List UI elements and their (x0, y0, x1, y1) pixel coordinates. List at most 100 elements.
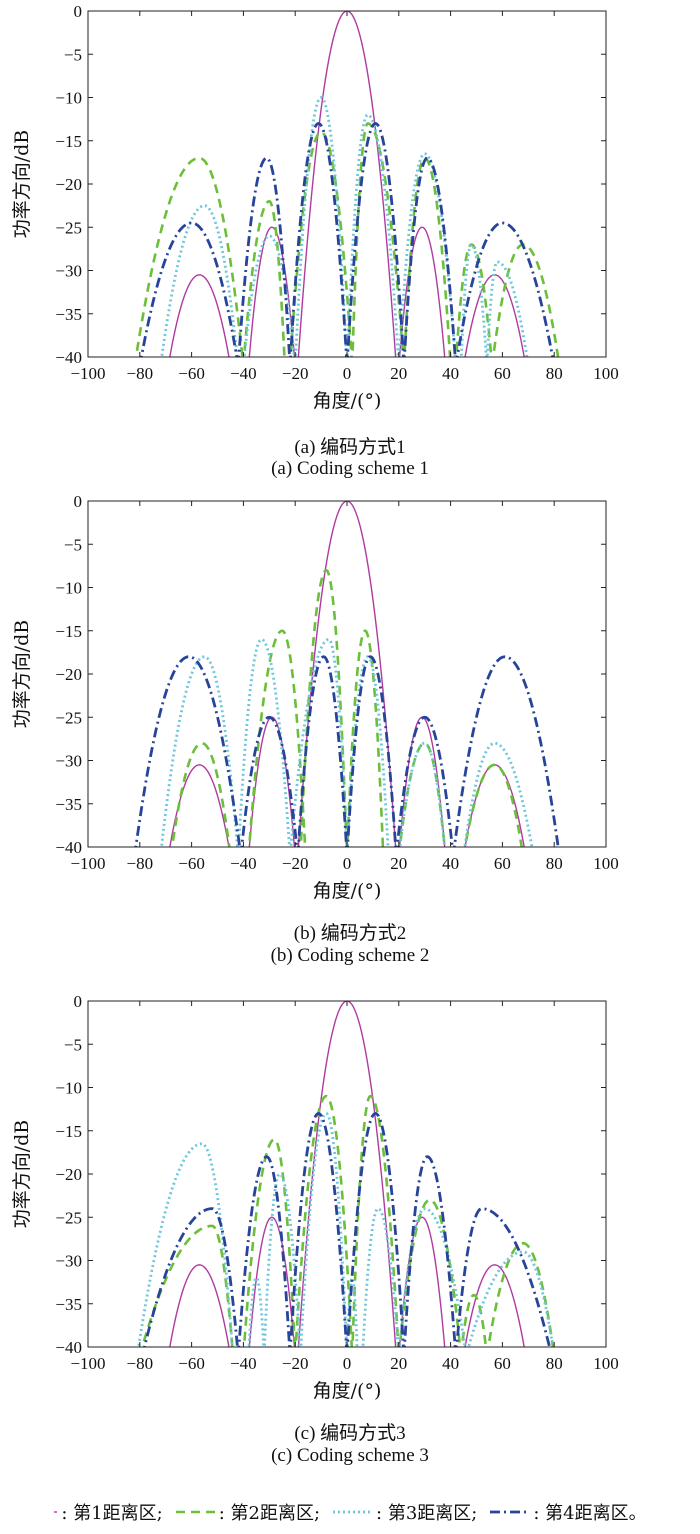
y-tick-label: −15 (55, 132, 82, 151)
legend-swatch-2 (175, 1510, 215, 1514)
series-4-lobe-6 (455, 1207, 551, 1347)
x-tick-label: 80 (546, 1354, 563, 1373)
series-1-lobe-1 (169, 274, 230, 357)
series-4-lobe-4 (346, 655, 398, 847)
series-2-lobe-2 (247, 629, 307, 847)
x-tick-label: −100 (70, 854, 105, 873)
x-tick-label: −20 (282, 364, 309, 383)
x-tick-label: 60 (494, 854, 511, 873)
plot-area (137, 1001, 555, 1347)
chart-panel-c: −100 −80 −60 −40 −20 0 20 40 60 80 100 0 −5 −10 −15 −20… (0, 990, 700, 1495)
y-tick-label: −25 (55, 708, 82, 727)
legend-label-4: : 第4距离区。 (533, 1503, 647, 1524)
x-tick-label: −60 (178, 854, 205, 873)
y-tick-label: −10 (55, 89, 82, 108)
series-3-lobe-7 (398, 1207, 467, 1347)
x-tick-label: 60 (494, 364, 511, 383)
x-tick-label: −80 (127, 364, 154, 383)
y-tick-label: 0 (74, 2, 83, 21)
legend-label-2: : 第2距离区; (218, 1503, 321, 1524)
x-tick-label: −40 (230, 1354, 257, 1373)
series-1-lobe-5 (464, 1264, 525, 1347)
series-3-lobe-2 (242, 234, 296, 357)
x-tick-label: −40 (230, 854, 257, 873)
plot-frame (87, 10, 607, 358)
series-2-lobe-1 (140, 1224, 234, 1347)
series-4-lobe-5 (403, 1155, 457, 1347)
x-tick-label: −20 (282, 1354, 309, 1373)
y-tick-label: −30 (55, 1252, 82, 1271)
series-3-lobe-4 (346, 655, 390, 847)
caption-cn-a: (a) 编码方式1 (294, 437, 406, 458)
series-1-lobe-2 (248, 716, 296, 847)
x-tick-label: 100 (593, 364, 619, 383)
series-2-lobe-6 (463, 763, 524, 847)
y-tick-label: −25 (55, 1208, 82, 1227)
series-2-lobe-4 (351, 1094, 400, 1347)
series-3-lobe-4 (345, 113, 400, 357)
chart-panel-a: −100 −80 −60 −40 −20 0 20 40 60 80 100 0 −5 −10 −15 −20… (0, 0, 700, 505)
series-2-lobe-3 (299, 568, 348, 847)
y-tick-label: −10 (55, 579, 82, 598)
x-tick-label: 80 (546, 364, 563, 383)
series-1-lobe-3 (297, 501, 397, 847)
series-3-lobe-1 (137, 1142, 234, 1347)
y-tick-label: −5 (64, 1035, 82, 1054)
y-tick-label: −40 (55, 348, 82, 367)
series-4-lobe-1 (134, 655, 242, 847)
x-tick-label: 100 (593, 1354, 619, 1373)
y-tick-label: 0 (74, 992, 83, 1011)
chart-a: −100 −80 −60 −40 −20 0 20 40 60 80 100 0 −5 −10 −15 −20… (11, 2, 619, 412)
series-1-lobe-5 (464, 274, 525, 357)
series-4-lobe-2 (237, 1155, 291, 1347)
series-3-lobe-8 (467, 1250, 555, 1347)
legend-swatch-1 (54, 1511, 58, 1513)
series-3-lobe-5 (397, 152, 457, 357)
plot-frame (87, 500, 607, 848)
series-2-lobe-2 (242, 1138, 297, 1347)
y-tick-label: −35 (55, 305, 82, 324)
x-tick-label: −100 (70, 364, 105, 383)
y-tick-label: −40 (55, 838, 82, 857)
series-4-lobe-3 (296, 655, 348, 847)
series-4-lobe-1 (139, 221, 239, 357)
x-tick-label: −100 (70, 1354, 105, 1373)
x-tick-label: 60 (494, 1354, 511, 1373)
x-tick-label: −60 (178, 364, 205, 383)
y-tick-label: −20 (55, 665, 82, 684)
series-2-lobe-7 (491, 243, 560, 357)
x-tick-label: −40 (230, 364, 257, 383)
legend-item-3: : 第3距离区; (332, 1499, 477, 1525)
series-3-lobe-3 (263, 1172, 302, 1347)
caption-cn-b: (b) 编码方式2 (293, 923, 407, 944)
caption-en-b: (b) Coding scheme 2 (270, 945, 430, 966)
series-2-lobe-4 (346, 629, 385, 847)
x-tick-label: 80 (546, 854, 563, 873)
legend-swatch-3 (333, 1510, 373, 1514)
legend-item-1: : 第1距离区; (53, 1499, 163, 1525)
y-tick-label: −35 (55, 795, 82, 814)
series-3-lobe-1 (160, 204, 239, 357)
series-1-lobe-3 (297, 11, 397, 357)
series-3-lobe-2 (237, 637, 291, 847)
y-axis-label: 功率方向/dB (11, 130, 33, 239)
series-4-lobe-5 (395, 715, 454, 847)
series-4-lobe-5 (403, 156, 457, 357)
series-1-lobe-3 (297, 1001, 397, 1347)
x-tick-label: −60 (178, 1354, 205, 1373)
series-2-lobe-6 (460, 1293, 488, 1347)
caption-cn-c: (c) 编码方式3 (294, 1423, 406, 1444)
series-4-lobe-2 (237, 156, 291, 357)
series-4-lobe-2 (240, 715, 299, 847)
series-3-lobe-3 (294, 96, 348, 357)
y-tick-label: −5 (64, 535, 82, 554)
series-3-lobe-4 (299, 1112, 349, 1347)
series-4-lobe-4 (346, 121, 405, 357)
series-3-lobe-7 (485, 260, 529, 357)
plot-area (134, 11, 560, 357)
x-tick-label: 0 (343, 1354, 352, 1373)
series-1-lobe-4 (398, 226, 446, 357)
series-4-lobe-3 (289, 1111, 348, 1347)
series-3-lobe-6 (361, 1207, 400, 1347)
y-tick-label: −5 (64, 45, 82, 64)
